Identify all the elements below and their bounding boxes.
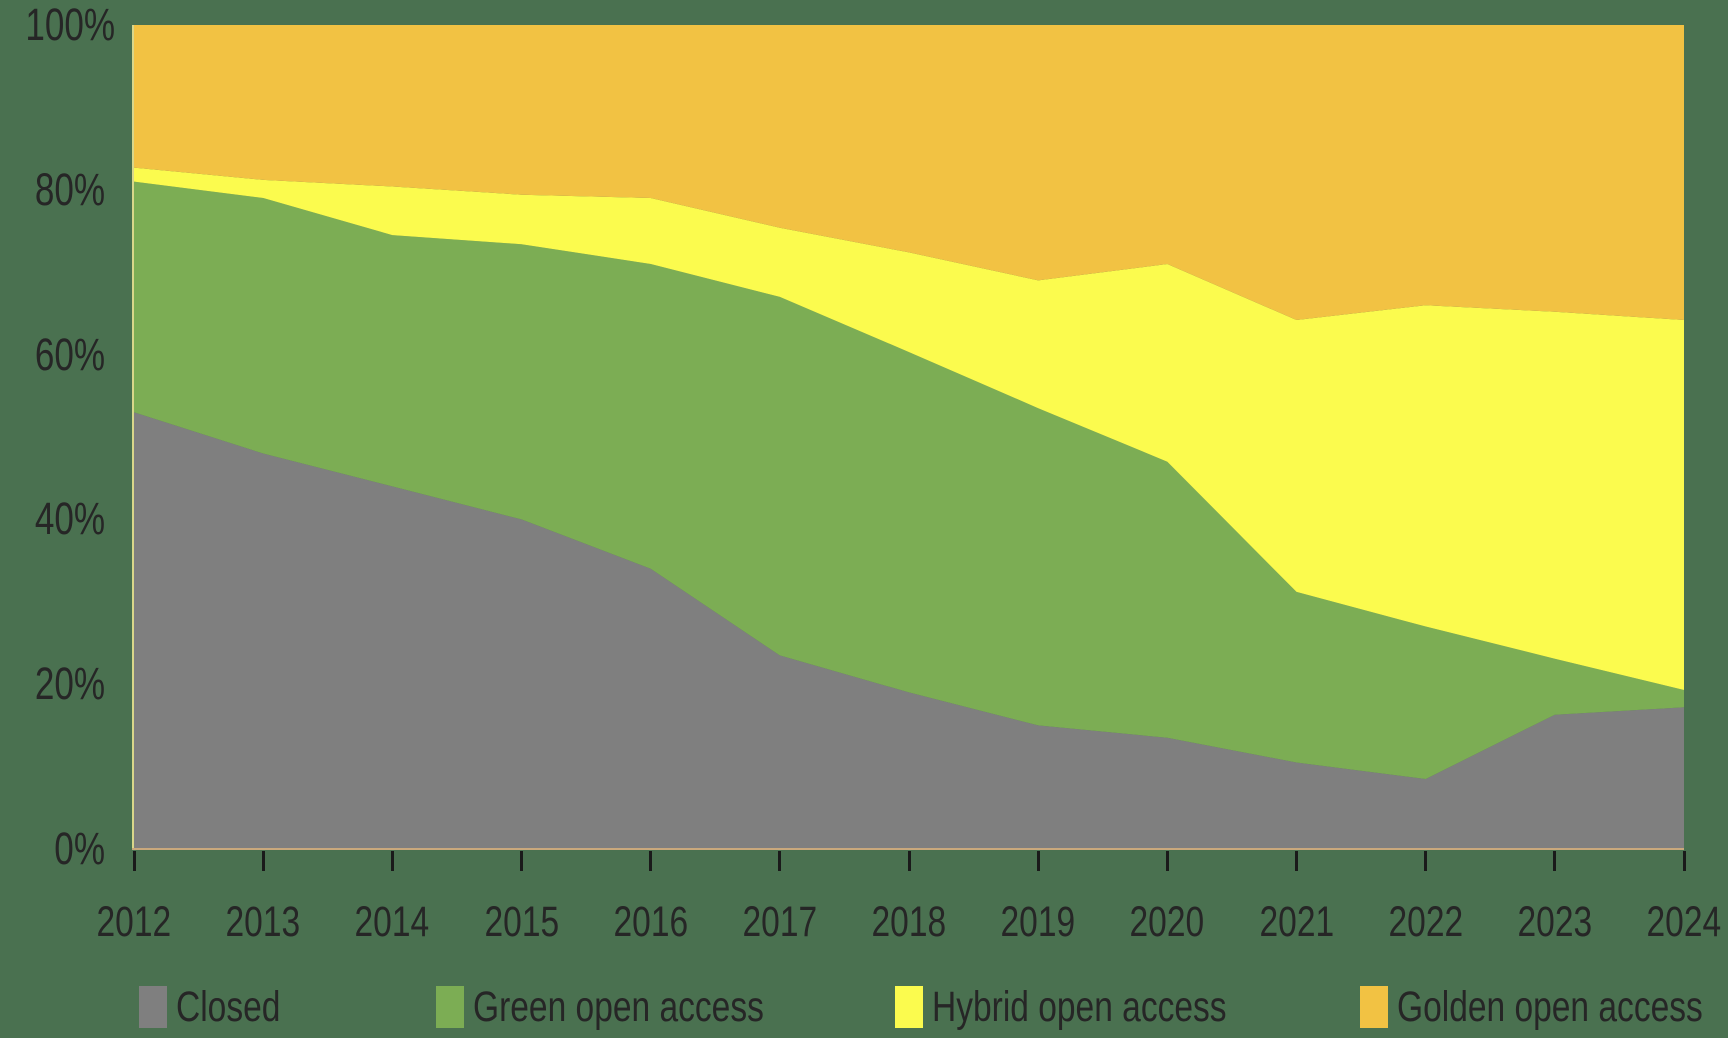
legend-swatch-hybrid-open-access [895, 986, 923, 1028]
area-closed [134, 412, 1684, 849]
x-axis-label-2021: 2021 [1227, 897, 1367, 947]
y-axis-label-60pct: 60% [0, 328, 105, 380]
area-golden-open-access [134, 25, 1684, 320]
x-axis-tick-2017 [778, 851, 782, 871]
legend-item-hybrid-open-access: Hybrid open access [895, 982, 1310, 1032]
x-axis-label-text: 2023 [1517, 898, 1593, 946]
legend-item-golden-open-access: Golden open access [1360, 982, 1728, 1032]
legend-swatch-green-open-access [436, 986, 464, 1028]
y-axis-label-20pct: 20% [0, 659, 105, 709]
y-axis-label-text: 100% [25, 0, 116, 50]
y-axis-label-text: 40% [34, 493, 105, 545]
legend-swatch-closed [139, 986, 167, 1028]
x-axis-label-2013: 2013 [193, 897, 333, 947]
y-axis-label-text: 20% [34, 658, 105, 710]
x-axis-label-text: 2022 [1388, 898, 1463, 946]
x-axis-tick-2024 [1682, 851, 1686, 871]
x-axis-tick-2015 [520, 851, 523, 871]
x-axis-label-2023: 2023 [1485, 897, 1625, 947]
legend-item-closed: Closed [139, 982, 310, 1032]
x-axis-line [132, 848, 1684, 850]
y-axis-line [132, 25, 134, 849]
x-axis-tick-2022 [1424, 851, 1428, 871]
y-axis-label-100pct: 100% [0, 0, 115, 50]
x-axis-label-text: 2015 [484, 898, 559, 946]
x-axis-label-text: 2017 [742, 898, 818, 946]
legend-label-golden-open-access: Golden open access [1397, 982, 1703, 1031]
x-axis-label-2024: 2024 [1614, 897, 1728, 947]
x-axis-label-2016: 2016 [581, 897, 721, 947]
x-axis-tick-2019 [1036, 851, 1040, 871]
x-axis-label-text: 2020 [1130, 898, 1205, 946]
x-axis-tick-2013 [261, 851, 265, 871]
x-axis-label-2019: 2019 [968, 897, 1108, 947]
x-axis-tick-2012 [132, 851, 136, 871]
x-axis-label-text: 2012 [96, 898, 172, 946]
x-axis-tick-2021 [1295, 851, 1298, 871]
area-green-open-access [134, 181, 1684, 780]
x-axis-label-text: 2018 [871, 898, 947, 946]
y-axis-label-40pct: 40% [0, 494, 105, 544]
y-axis-label-text: 60% [34, 328, 105, 380]
x-axis-tick-2020 [1165, 851, 1169, 871]
legend-label-closed: Closed [176, 982, 281, 1031]
x-axis-label-2017: 2017 [710, 897, 850, 947]
legend-swatch-golden-open-access [1360, 986, 1388, 1028]
x-axis-tick-2014 [390, 851, 394, 871]
x-axis-label-2015: 2015 [452, 897, 592, 947]
y-axis-label-80pct: 80% [0, 163, 105, 215]
legend-item-green-open-access: Green open access [436, 982, 846, 1032]
y-axis-label-0pct: 0% [0, 824, 105, 874]
x-axis-label-2014: 2014 [322, 897, 462, 947]
stacked-area-plot [134, 25, 1684, 849]
legend-label-green-open-access: Green open access [473, 982, 764, 1031]
x-axis-label-text: 2013 [225, 898, 301, 946]
x-axis-label-text: 2016 [613, 898, 688, 946]
x-axis-label-2022: 2022 [1356, 897, 1496, 947]
legend-label-hybrid-open-access: Hybrid open access [932, 982, 1227, 1031]
y-axis-label-text: 0% [54, 823, 105, 874]
x-axis-label-2018: 2018 [839, 897, 979, 947]
x-axis-label-text: 2021 [1259, 898, 1334, 946]
x-axis-tick-2016 [649, 851, 653, 871]
x-axis-tick-2023 [1553, 851, 1557, 871]
x-axis-label-2012: 2012 [64, 897, 204, 947]
x-axis-label-text: 2014 [355, 898, 430, 946]
x-axis-tick-2018 [907, 851, 911, 871]
x-axis-label-text: 2024 [1646, 898, 1722, 946]
x-axis-label-2020: 2020 [1097, 897, 1237, 947]
y-axis-label-text: 80% [34, 163, 105, 215]
x-axis-label-text: 2019 [1000, 898, 1076, 946]
area-hybrid-open-access [134, 167, 1684, 691]
